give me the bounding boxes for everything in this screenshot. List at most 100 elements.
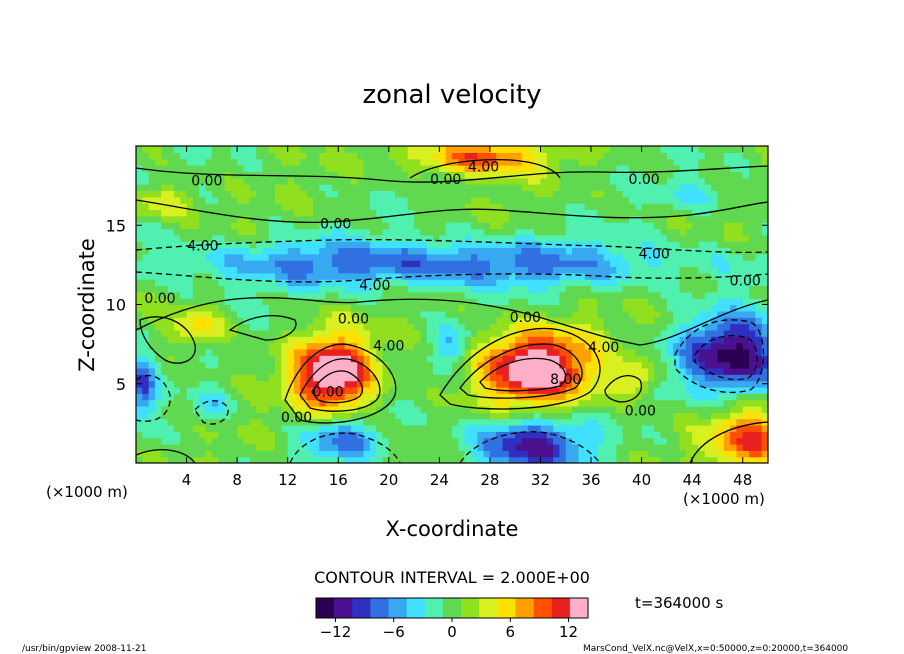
heatmap-cell xyxy=(610,209,617,217)
heatmap-cell xyxy=(610,190,617,198)
heatmap-cell xyxy=(218,228,226,236)
heatmap-cell xyxy=(407,348,415,356)
heatmap-cell xyxy=(306,222,314,230)
heatmap-cell xyxy=(287,298,295,306)
heatmap-cell xyxy=(496,177,504,185)
heatmap-cell xyxy=(325,361,333,369)
heatmap-cell xyxy=(711,272,719,280)
heatmap-cell xyxy=(237,418,245,426)
heatmap-cell xyxy=(401,146,409,153)
heatmap-cell xyxy=(496,241,504,249)
heatmap-cell xyxy=(199,405,207,413)
heatmap-cell xyxy=(755,285,763,293)
heatmap-cell xyxy=(439,234,447,242)
heatmap-cell xyxy=(660,190,668,198)
heatmap-cell xyxy=(439,317,447,325)
heatmap-cell xyxy=(546,393,554,401)
heatmap-cell xyxy=(717,298,725,306)
heatmap-cell xyxy=(262,342,270,350)
heatmap-cell xyxy=(654,291,662,299)
heatmap-cell xyxy=(704,228,712,236)
heatmap-cell xyxy=(294,260,301,268)
heatmap-cell xyxy=(673,412,681,420)
heatmap-cell xyxy=(275,367,282,375)
heatmap-cell xyxy=(148,260,156,268)
heatmap-cell xyxy=(742,443,750,451)
heatmap-cell xyxy=(534,272,542,280)
heatmap-cell xyxy=(363,431,371,439)
heatmap-cell xyxy=(685,361,693,369)
heatmap-cell xyxy=(496,450,504,458)
heatmap-cell xyxy=(338,317,346,325)
heatmap-cell xyxy=(376,177,384,185)
heatmap-cell xyxy=(186,222,194,230)
heatmap-cell xyxy=(148,247,156,255)
heatmap-cell xyxy=(679,323,687,331)
heatmap-cell xyxy=(546,412,554,420)
heatmap-cell xyxy=(180,329,188,337)
heatmap-cell xyxy=(395,298,403,306)
heatmap-cell xyxy=(369,190,377,198)
heatmap-cell xyxy=(540,253,548,261)
heatmap-cell xyxy=(641,279,649,287)
heatmap-cell xyxy=(679,367,687,375)
heatmap-cell xyxy=(534,196,542,204)
heatmap-cell xyxy=(483,310,491,318)
heatmap-cell xyxy=(698,405,706,413)
heatmap-cell xyxy=(350,279,358,287)
heatmap-cell xyxy=(148,146,156,153)
heatmap-cell xyxy=(654,355,662,363)
heatmap-cell xyxy=(635,336,643,344)
heatmap-cell xyxy=(673,228,681,236)
heatmap-cell xyxy=(647,424,655,432)
heatmap-cell xyxy=(685,399,693,407)
heatmap-cell xyxy=(218,272,226,280)
heatmap-cell xyxy=(502,184,510,191)
heatmap-cell xyxy=(420,203,428,210)
heatmap-cell xyxy=(275,253,282,261)
heatmap-cell xyxy=(654,310,662,318)
heatmap-cell xyxy=(426,203,434,210)
heatmap-cell xyxy=(635,298,643,306)
heatmap-cell xyxy=(211,348,219,356)
heatmap-cell xyxy=(553,361,561,369)
heatmap-cell xyxy=(761,247,768,255)
heatmap-cell xyxy=(243,253,251,261)
heatmap-cell xyxy=(357,456,365,463)
heatmap-cell xyxy=(749,247,756,255)
heatmap-cell xyxy=(483,285,491,293)
heatmap-cell xyxy=(635,437,643,445)
heatmap-cell xyxy=(275,234,282,242)
heatmap-cell xyxy=(344,380,352,388)
heatmap-cell xyxy=(439,310,447,318)
heatmap-cell xyxy=(262,437,270,445)
heatmap-cell xyxy=(496,342,504,350)
heatmap-cell xyxy=(363,443,371,451)
heatmap-cell xyxy=(395,361,403,369)
heatmap-cell xyxy=(395,437,403,445)
heatmap-cell xyxy=(578,418,586,426)
heatmap-cell xyxy=(685,285,693,293)
heatmap-cell xyxy=(325,412,333,420)
heatmap-cell xyxy=(610,424,617,432)
heatmap-cell xyxy=(717,241,725,249)
heatmap-cell xyxy=(173,431,181,439)
heatmap-cell xyxy=(237,443,245,451)
heatmap-cell xyxy=(723,146,731,153)
heatmap-cell xyxy=(142,418,150,426)
heatmap-cell xyxy=(610,412,617,420)
heatmap-cell xyxy=(439,348,447,356)
heatmap-cell xyxy=(496,171,504,179)
heatmap-cell xyxy=(161,272,169,280)
heatmap-cell xyxy=(489,298,497,306)
heatmap-cell xyxy=(211,291,219,299)
heatmap-cell xyxy=(622,171,630,179)
heatmap-cell xyxy=(357,355,365,363)
heatmap-cell xyxy=(603,336,611,344)
heatmap-cell xyxy=(369,291,377,299)
heatmap-cell xyxy=(591,291,598,299)
heatmap-cell xyxy=(508,279,516,287)
heatmap-cell xyxy=(761,196,768,204)
heatmap-cell xyxy=(148,456,156,463)
heatmap-cell xyxy=(742,393,750,401)
